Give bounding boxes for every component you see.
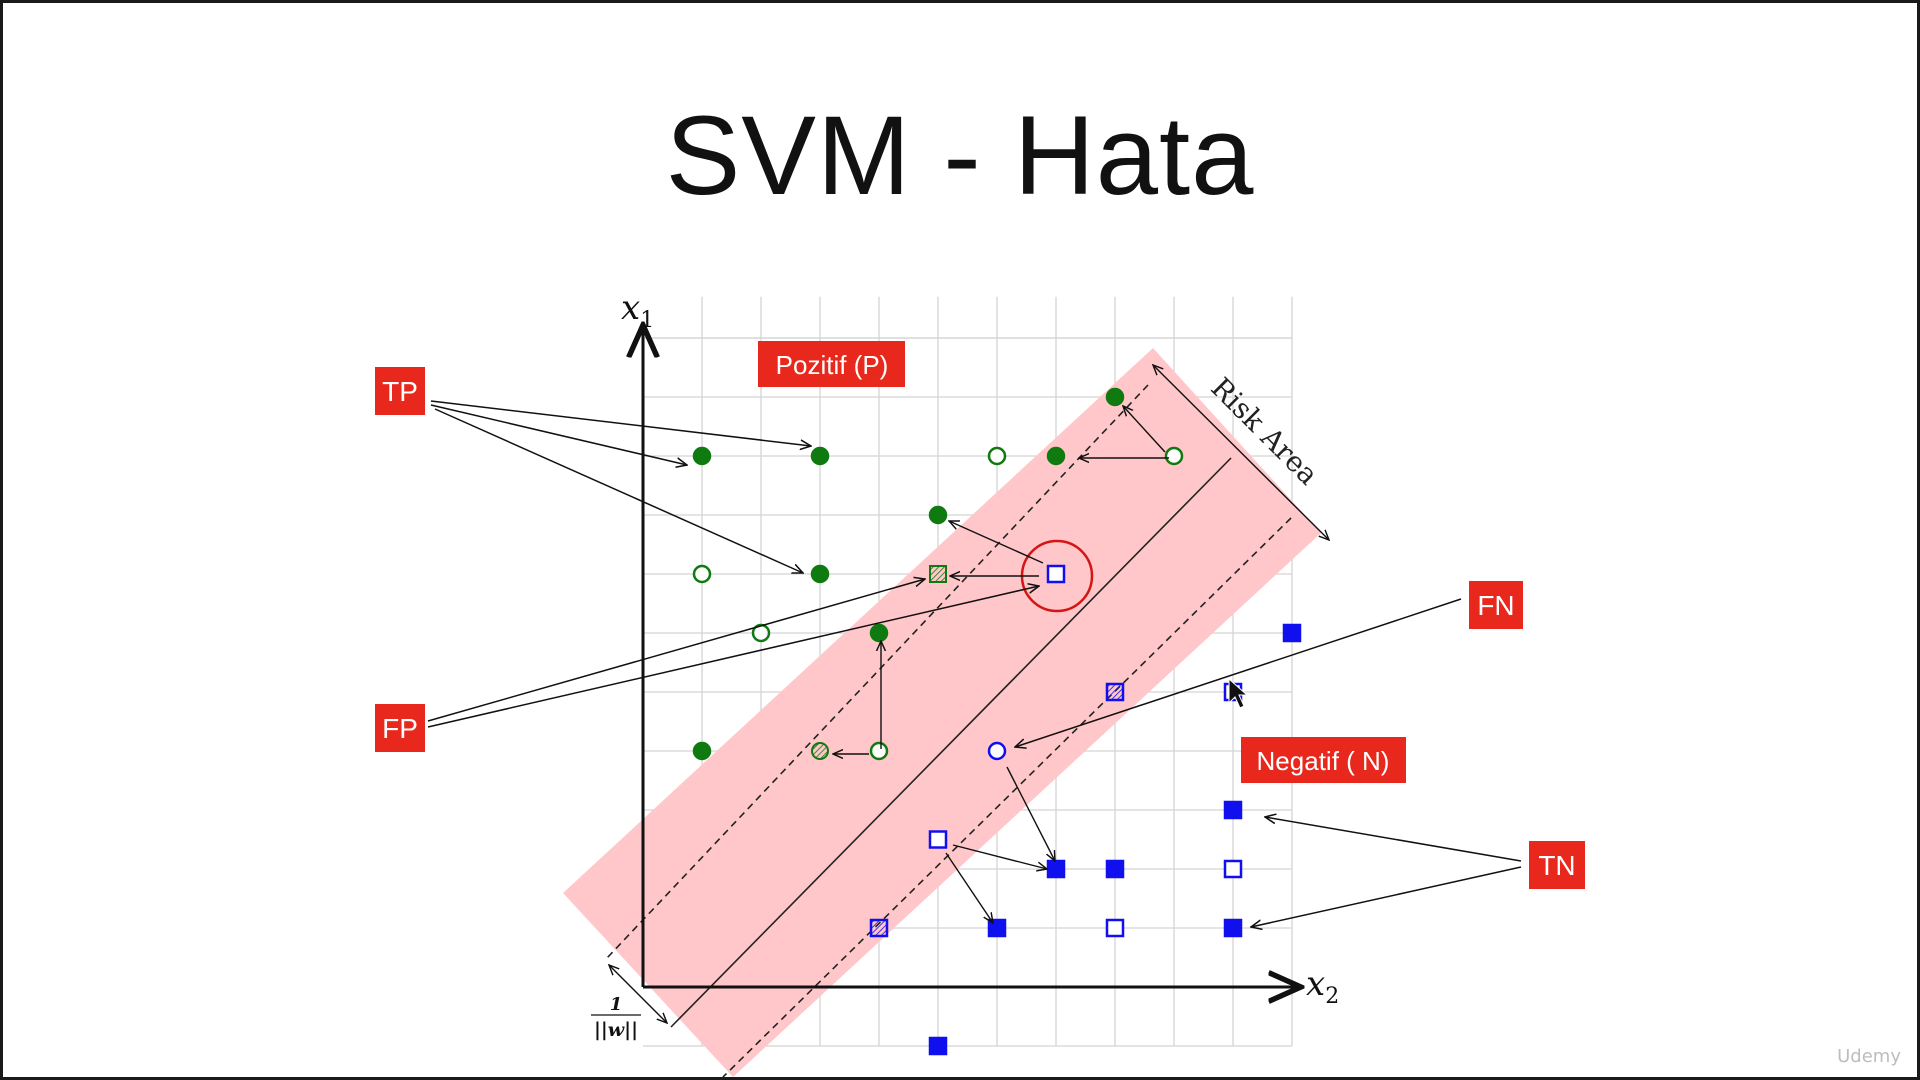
data-point-pos-open <box>987 446 1007 466</box>
svg-text:FP: FP <box>382 713 418 744</box>
data-point-pos-open <box>692 564 712 584</box>
data-point-pos-hatched <box>811 742 829 760</box>
svg-text:TN: TN <box>1538 850 1575 881</box>
slack-arrows <box>833 406 1169 923</box>
tp-arrow <box>430 404 687 465</box>
data-point-neg-hatched <box>869 918 889 938</box>
arrow <box>952 844 1047 869</box>
data-point-neg-filled <box>1282 623 1302 643</box>
svg-text:FN: FN <box>1477 590 1514 621</box>
data-point-pos-open <box>869 741 889 761</box>
callout-arrows <box>427 400 1522 927</box>
data-point-neg-filled <box>1223 918 1243 938</box>
mouse-cursor-icon <box>1228 677 1249 709</box>
svg-text:Negatif ( N): Negatif ( N) <box>1257 746 1390 776</box>
data-point-neg-filled <box>1105 859 1125 879</box>
data-point-neg-filled <box>987 918 1007 938</box>
fp-arrow <box>427 586 1039 728</box>
data-point-pos-hatched <box>929 565 947 583</box>
margin-width-arrow <box>609 965 667 1023</box>
data-point-pos-filled <box>810 446 830 466</box>
arrow <box>949 521 1044 564</box>
tp-arrow <box>434 408 803 573</box>
svm-diagram: x1 x2 1 ||w|| Risk Area <box>375 288 1585 1077</box>
arrow <box>1123 406 1166 453</box>
data-point-pos-filled <box>810 564 830 584</box>
risk-band <box>563 348 1321 1077</box>
data-point-neg-open <box>1105 918 1125 938</box>
tn-arrow <box>1265 817 1522 862</box>
data-point-neg-open <box>1223 859 1243 879</box>
data-point-neg-open <box>1046 564 1066 584</box>
fp-arrow <box>427 579 925 722</box>
tp-arrow <box>430 400 811 446</box>
fn-tag: FN <box>1469 581 1523 629</box>
data-point-neg-circle <box>987 741 1007 761</box>
fn-arrow <box>1015 598 1462 747</box>
data-point-pos-filled <box>869 623 889 643</box>
decision-boundary <box>670 457 1232 1028</box>
slide: SVM - Hata x1 x2 <box>3 3 1917 1077</box>
data-point-neg-hatched <box>1105 682 1125 702</box>
arrow <box>945 852 993 923</box>
x1-label: x1 <box>621 288 654 333</box>
data-point-neg-filled <box>928 1036 948 1056</box>
negative-tag: Negatif ( N) <box>1241 737 1406 783</box>
data-point-pos-open <box>751 623 771 643</box>
tn-tag: TN <box>1529 841 1585 889</box>
data-point-pos-filled <box>928 505 948 525</box>
svg-text:TP: TP <box>382 376 418 407</box>
data-point-pos-filled <box>1046 446 1066 466</box>
slide-title: SVM - Hata <box>665 93 1255 218</box>
data-point-pos-filled <box>1105 387 1125 407</box>
arrow <box>1006 766 1055 861</box>
udemy-watermark: Udemy <box>1837 1046 1901 1067</box>
margin-numerator: 1 <box>610 994 623 1015</box>
margin-denominator: ||w|| <box>594 1019 638 1041</box>
data-point-pos-filled <box>692 446 712 466</box>
data-point-pos-open <box>1164 446 1184 466</box>
data-point-neg-open <box>928 830 948 849</box>
data-point-pos-filled <box>692 741 712 761</box>
positive-tag: Pozitif (P) <box>758 341 905 387</box>
tp-tag: TP <box>375 367 425 415</box>
lower-margin-line <box>722 517 1292 1077</box>
svg-text:Pozitif (P): Pozitif (P) <box>776 350 889 380</box>
tn-arrow <box>1251 866 1522 927</box>
risk-area-arrow <box>1153 365 1329 540</box>
fp-tag: FP <box>375 704 425 752</box>
data-point-neg-filled <box>1223 800 1243 820</box>
x2-label: x2 <box>1306 964 1339 1009</box>
data-point-neg-filled <box>1046 859 1066 879</box>
